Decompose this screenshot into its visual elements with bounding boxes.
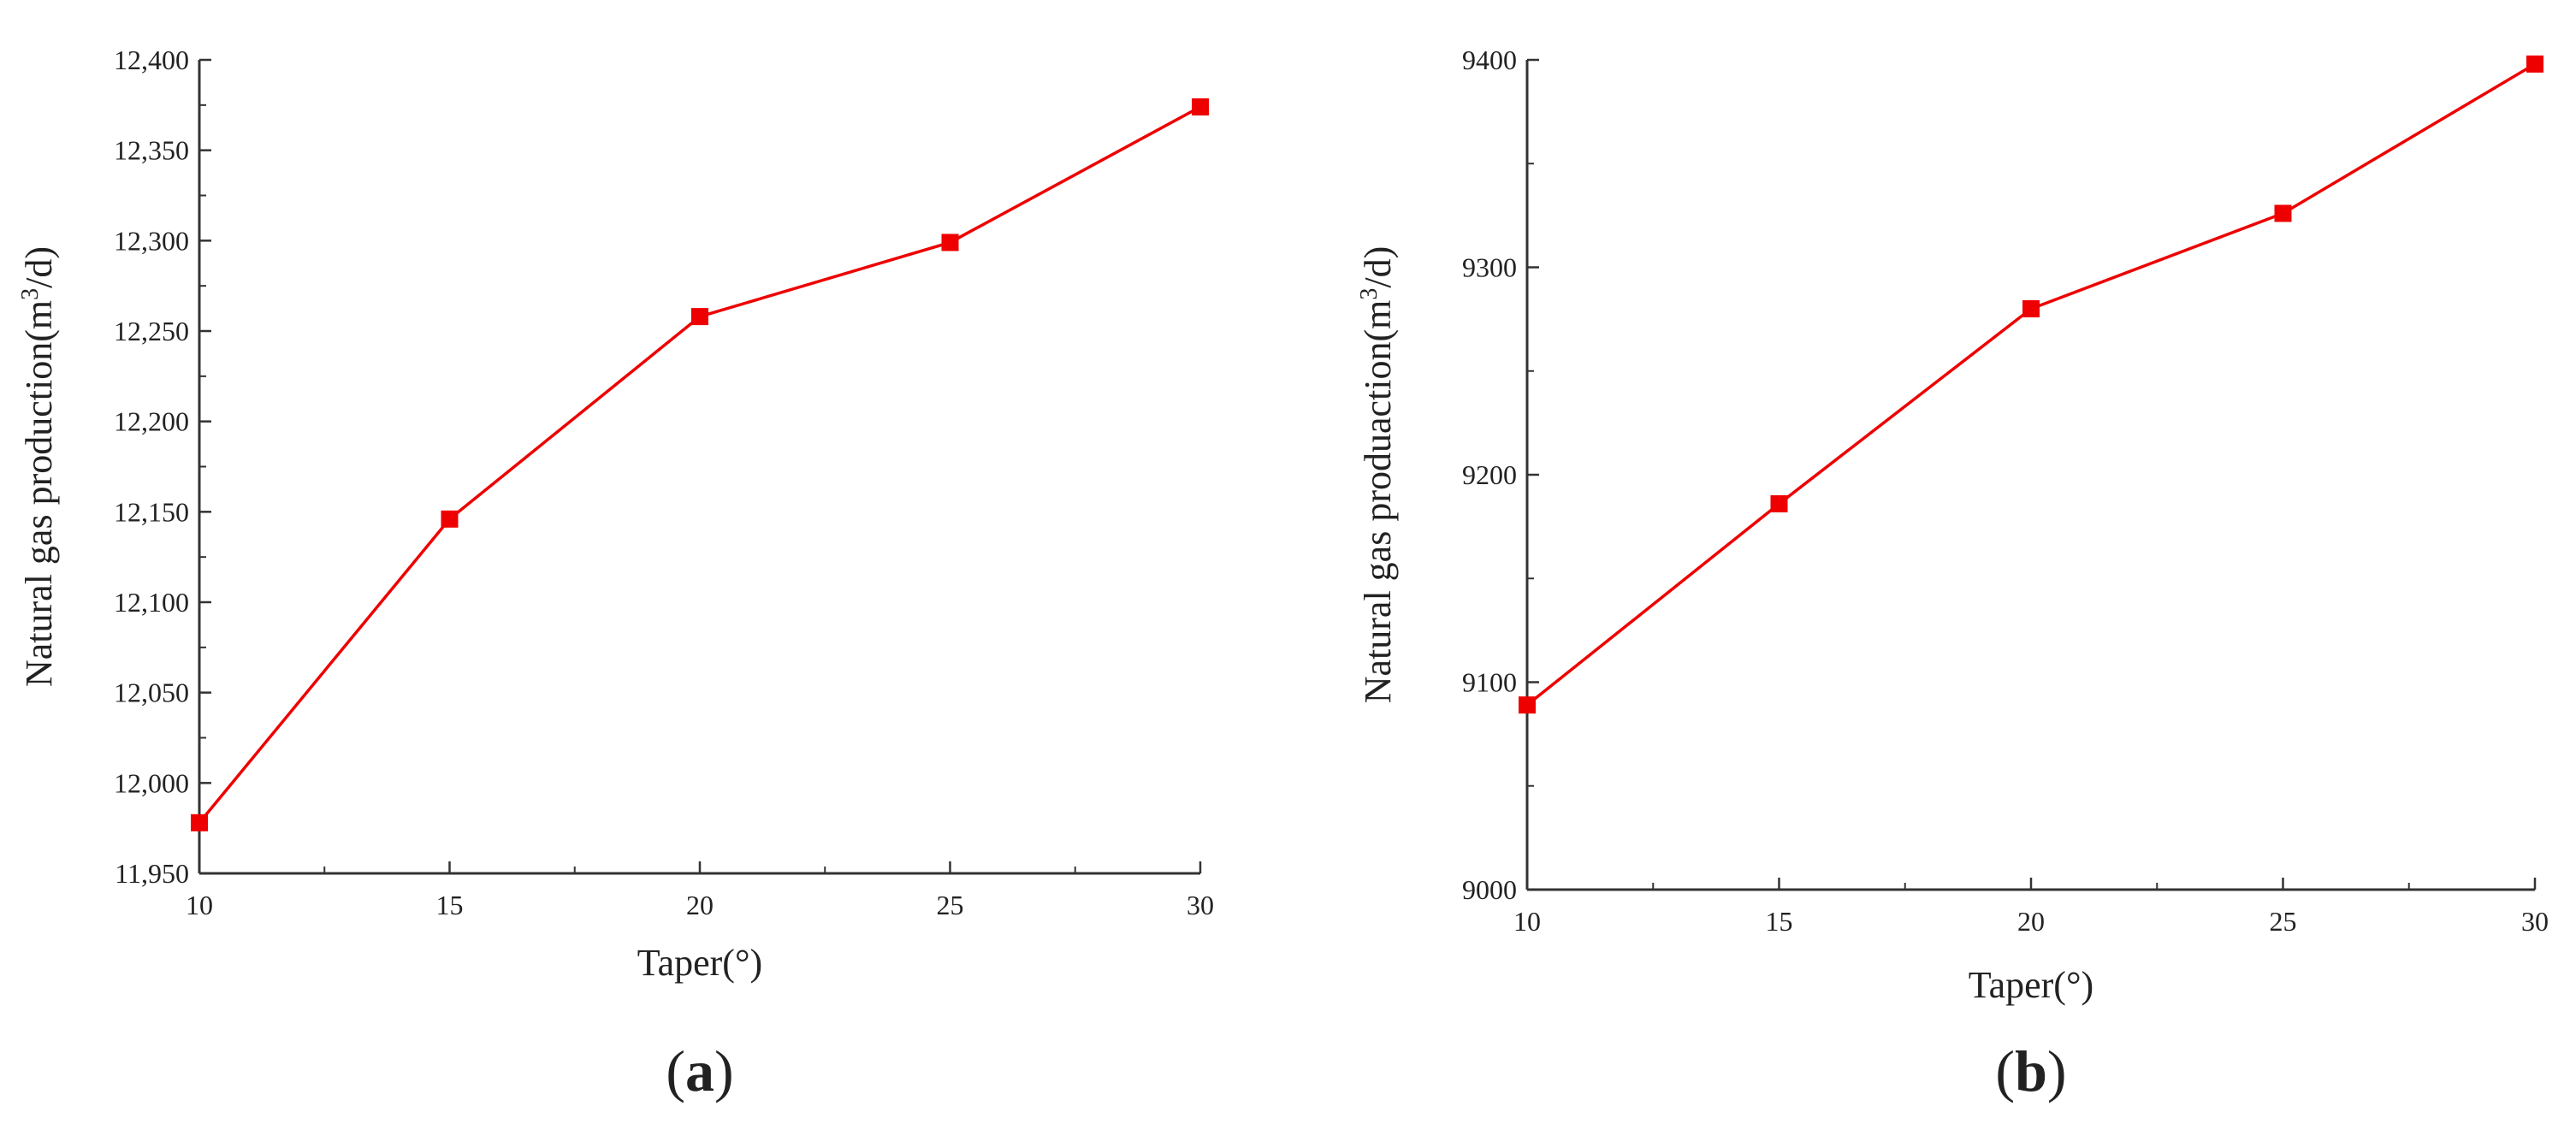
y-axis-title-unit: /d) [18,246,60,288]
chart-panel-a: 11,950 12,000 12,050 12,100 12,150 12,200 12,2… [17,44,1214,1103]
y-tick-label: 12,250 [114,316,189,346]
y-axis-title-main: Natural gas production(m [18,300,60,687]
series-line [1525,62,2536,707]
data-point-marker [2022,300,2040,317]
x-tick-label: 20 [686,890,714,920]
x-tick-label: 30 [1187,890,1214,920]
data-point-marker [2526,55,2543,73]
panel-label-open: ( [1995,1038,2015,1103]
y-axis-title-unit: /d) [1357,246,1399,288]
x-tick-label: 10 [186,890,213,920]
x-axis-title: Taper(°) [1969,964,2093,1006]
y-tick-label: 12,150 [114,496,189,527]
y-axis-title: Natural gas produaction(m3/d) [1356,246,1399,704]
y-tick-label: 12,400 [114,44,189,75]
data-point-marker [1770,494,1788,512]
y-axis-title-main: Natural gas produaction(m [1357,300,1399,704]
y-tick-label: 9100 [1462,667,1517,698]
x-tick-label: 20 [2017,906,2045,937]
y-tick-label: 11,950 [115,858,189,889]
data-point-marker [1192,98,1209,115]
x-tick-label: 25 [937,890,964,920]
x-tick-label: 15 [1766,906,1793,937]
x-tick-label: 30 [2521,906,2549,937]
data-point-marker [2274,204,2292,222]
x-tick-label: 15 [436,890,464,920]
y-tick-label: 9300 [1462,252,1517,283]
panel-label-letter: b [2015,1038,2047,1103]
panel-label-close: ) [2047,1038,2067,1103]
data-point-marker [691,308,708,326]
panel-label: (b) [1995,1038,2066,1103]
chart-panel-b: 9000 9100 9200 9300 9400 10 15 20 25 30 Taper(°) Na… [1356,44,2549,1103]
data-point-marker [191,813,208,831]
x-axis-title: Taper(°) [637,942,762,984]
series-line [198,105,1201,824]
y-tick-label: 12,100 [114,587,189,618]
x-tick-label: 25 [2270,906,2297,937]
data-point-marker [441,510,459,528]
y-tick-label: 12,050 [114,677,189,708]
panel-label-open: ( [666,1038,685,1103]
y-tick-label: 12,350 [114,135,189,166]
data-point-marker [941,234,959,251]
y-tick-label: 12,200 [114,406,189,437]
panel-label: (a) [666,1038,733,1103]
y-axis-title: Natural gas production(m3/d) [17,246,60,687]
y-tick-label: 12,000 [114,767,189,798]
panel-label-close: ) [714,1038,734,1103]
x-tick-label: 10 [1513,906,1541,937]
y-tick-label: 9200 [1462,459,1517,490]
y-tick-label: 9000 [1462,874,1517,905]
y-tick-label: 9400 [1462,44,1517,75]
y-axis-title-superscript: 3 [1356,288,1383,300]
y-axis-title-superscript: 3 [17,288,44,300]
panel-label-letter: a [685,1038,714,1103]
y-tick-label: 12,300 [114,225,189,256]
data-point-marker [1519,696,1536,714]
